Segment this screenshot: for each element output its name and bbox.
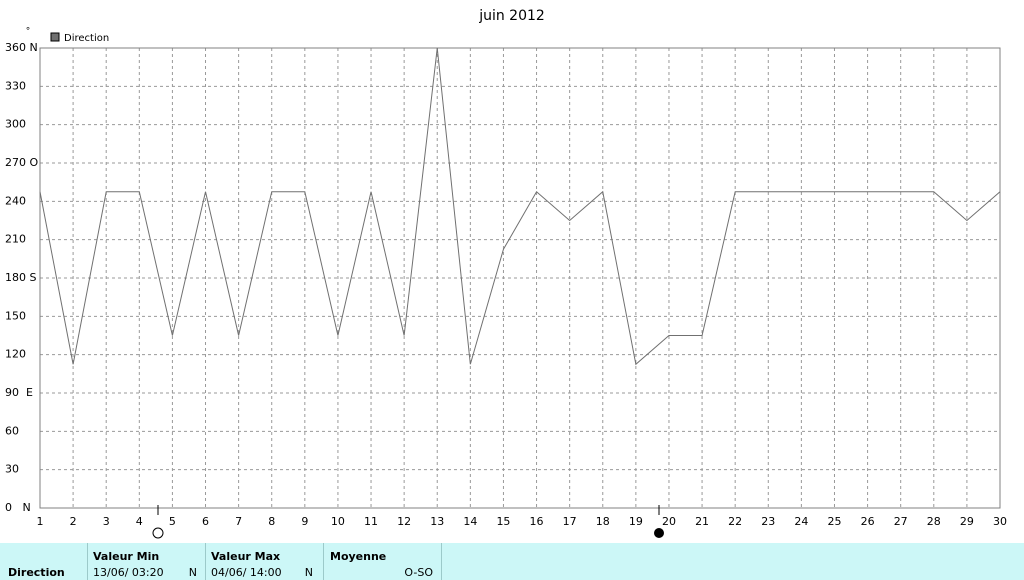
dir: N	[304, 566, 313, 579]
y-tick-label: 330	[5, 79, 26, 92]
legend-swatch	[50, 32, 60, 42]
header: Moyenne	[330, 550, 387, 563]
cell: Moyenne O-SO	[324, 543, 442, 580]
x-tick-label: 13	[430, 515, 444, 528]
x-tick-label: 23	[761, 515, 775, 528]
y-tick-label: 0 N	[5, 501, 31, 514]
y-tick-label: 300	[5, 118, 26, 131]
x-tick-label: 9	[301, 515, 308, 528]
x-tick-label: 25	[827, 515, 841, 528]
x-tick-label: 2	[70, 515, 77, 528]
x-tick-label: 18	[596, 515, 610, 528]
y-tick-label: 360 N	[5, 41, 38, 54]
data-line	[39, 47, 1001, 366]
time: 13/06/ 03:20	[93, 566, 164, 579]
x-tick-label: 14	[463, 515, 477, 528]
x-tick-label: 5	[169, 515, 176, 528]
x-tick-label: 10	[331, 515, 345, 528]
x-tick-label: 29	[960, 515, 974, 528]
header: Valeur Max	[211, 550, 281, 563]
x-tick-label: 12	[397, 515, 411, 528]
x-tick-label: 22	[728, 515, 742, 528]
y-tick-label: 120	[5, 348, 26, 361]
x-tick-label: 3	[103, 515, 110, 528]
legend-label: Direction	[64, 33, 109, 44]
cell: Direction	[0, 543, 88, 580]
cell: Valeur Min 13/06/ 03:20 N	[88, 543, 206, 580]
legend: Direction	[50, 32, 109, 44]
x-tick-label: 17	[563, 515, 577, 528]
x-tick-label: 15	[496, 515, 510, 528]
y-tick-label: 90 E	[5, 386, 33, 399]
y-tick-label: 210	[5, 233, 26, 246]
cell: Valeur Max 04/06/ 14:00 N	[206, 543, 324, 580]
x-tick-label: 6	[202, 515, 209, 528]
summary-table: Direction Valeur Min 13/06/ 03:20 N Vale…	[0, 543, 1024, 580]
moon-icon	[152, 527, 164, 539]
x-tick-label: 24	[794, 515, 808, 528]
x-tick-label: 28	[927, 515, 941, 528]
y-tick-label: 60	[5, 424, 19, 437]
row-label: Direction	[8, 566, 65, 579]
y-tick-label: 270 O	[5, 156, 38, 169]
x-tick-label: 8	[268, 515, 275, 528]
x-tick-label: 1	[37, 515, 44, 528]
dir: N	[188, 566, 197, 579]
chart-title: juin 2012	[478, 8, 545, 24]
y-tick-label: 180 S	[5, 271, 36, 284]
x-tick-label: 26	[861, 515, 875, 528]
x-tick-label: 30	[993, 515, 1007, 528]
x-tick-label: 7	[235, 515, 242, 528]
x-tick-label: 16	[530, 515, 544, 528]
x-tick-label: 27	[894, 515, 908, 528]
y-tick-label: 30	[5, 463, 19, 476]
mean: O-SO	[404, 566, 433, 579]
x-tick-label: 21	[695, 515, 709, 528]
y-tick-label: 150	[5, 309, 26, 322]
plot-frame	[39, 47, 1001, 509]
x-tick-label: 4	[136, 515, 143, 528]
x-tick-label: 20	[662, 515, 676, 528]
x-tick-label: 19	[629, 515, 643, 528]
y-tick-label: 240	[5, 194, 26, 207]
y-unit: °	[26, 27, 31, 37]
header: Valeur Min	[93, 550, 160, 563]
moon-icon	[654, 528, 664, 538]
x-tick-label: 11	[364, 515, 378, 528]
time: 04/06/ 14:00	[211, 566, 282, 579]
